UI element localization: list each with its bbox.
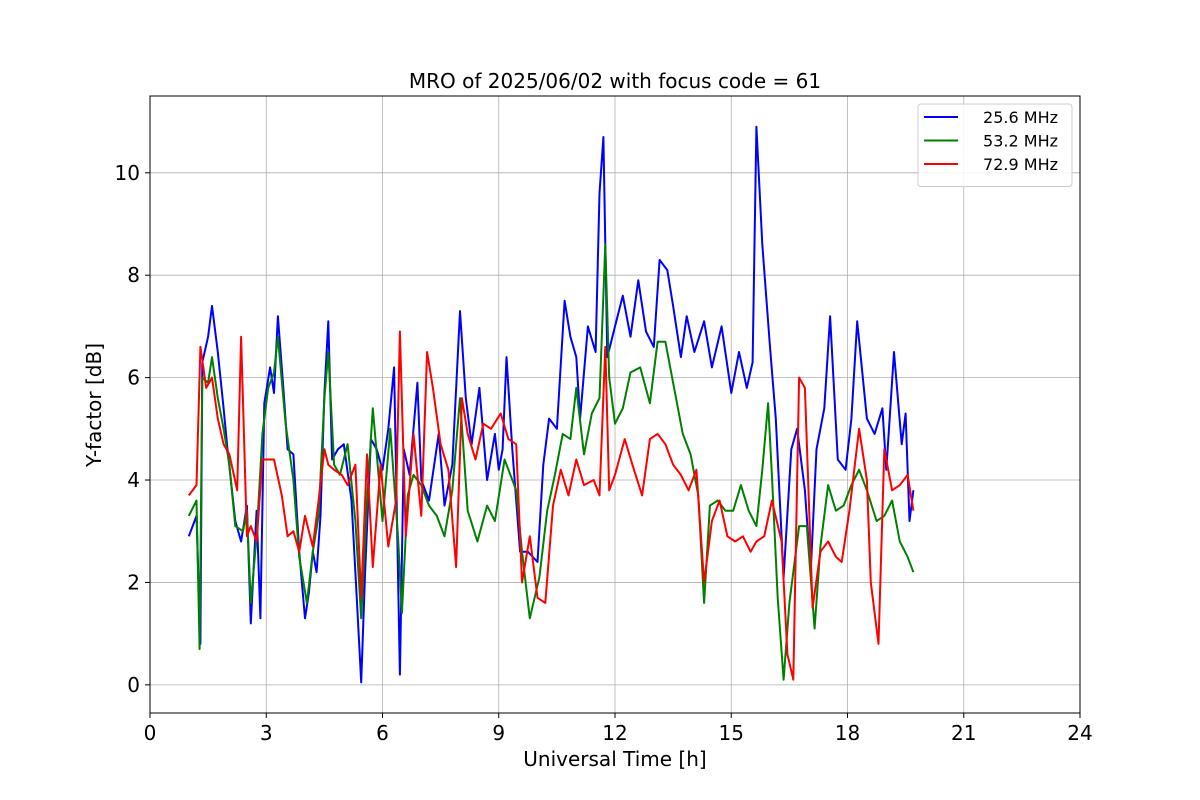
y-tick-label: 0 (127, 673, 140, 697)
y-tick-label: 10 (115, 161, 140, 185)
x-axis: 0 3 6 9 12 15 18 21 24 (144, 713, 1093, 745)
legend-label: 72.9 MHz (983, 155, 1058, 174)
x-tick-label: 12 (602, 721, 627, 745)
y-tick-label: 6 (127, 366, 140, 390)
x-tick-label: 6 (376, 721, 389, 745)
y-tick-label: 2 (127, 570, 140, 594)
x-tick-label: 15 (719, 721, 744, 745)
y-tick-label: 8 (127, 263, 140, 287)
y-axis: 0 2 4 6 8 10 (115, 161, 150, 697)
x-tick-label: 9 (492, 721, 505, 745)
legend-box (917, 103, 1073, 187)
x-tick-label: 18 (835, 721, 860, 745)
x-tick-label: 0 (144, 721, 157, 745)
x-tick-label: 21 (951, 721, 976, 745)
series-line-2 (187, 243, 915, 681)
series-layer (187, 125, 915, 684)
x-tick-label: 3 (260, 721, 273, 745)
chart-title: MRO of 2025/06/02 with focus code = 61 (409, 69, 821, 93)
x-axis-label: Universal Time [h] (523, 747, 706, 771)
y-axis-label: Y-factor [dB] (82, 343, 106, 468)
legend-label: 25.6 MHz (983, 108, 1058, 127)
legend: 25.6 MHz 53.2 MHz 72.9 MHz (917, 103, 1073, 187)
x-tick-label: 24 (1067, 721, 1092, 745)
legend-label: 53.2 MHz (983, 132, 1058, 151)
y-tick-label: 4 (127, 468, 140, 492)
series-line-3 (187, 330, 915, 681)
